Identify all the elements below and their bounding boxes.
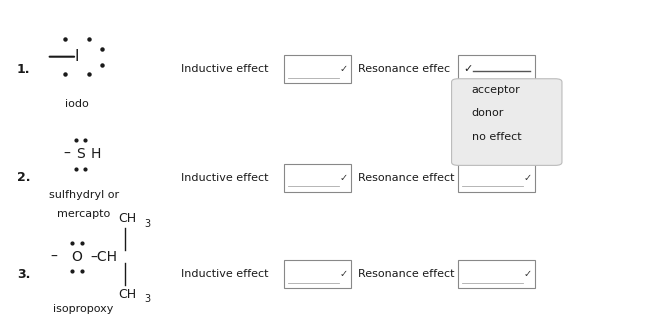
Text: H: H [90, 147, 101, 161]
Text: –: – [50, 250, 57, 264]
Text: –CH: –CH [90, 250, 117, 264]
Text: ✓: ✓ [340, 64, 348, 74]
Text: no effect: no effect [472, 132, 521, 142]
Text: Inductive effect: Inductive effect [181, 64, 268, 74]
FancyBboxPatch shape [458, 55, 535, 83]
Text: CH: CH [118, 288, 136, 301]
Text: 3: 3 [144, 219, 150, 229]
Text: Resonance effect: Resonance effect [358, 173, 454, 183]
Text: Inductive effect: Inductive effect [181, 173, 268, 183]
Text: CH: CH [118, 212, 136, 226]
Text: ✓: ✓ [524, 173, 532, 183]
Text: ✓: ✓ [463, 64, 472, 74]
Text: Resonance effect: Resonance effect [358, 269, 454, 279]
Text: Resonance effec: Resonance effec [358, 64, 450, 74]
Text: ✓: ✓ [340, 173, 348, 183]
Text: mercapto: mercapto [57, 209, 110, 219]
Text: ✓: ✓ [524, 269, 532, 279]
FancyBboxPatch shape [458, 260, 535, 288]
Text: –: – [64, 147, 70, 161]
Text: O: O [72, 250, 82, 264]
Text: iodo: iodo [65, 99, 89, 109]
Text: 2.: 2. [17, 171, 30, 185]
Text: ✓: ✓ [340, 269, 348, 279]
FancyBboxPatch shape [452, 79, 562, 165]
Text: 1.: 1. [17, 63, 30, 76]
FancyBboxPatch shape [458, 164, 535, 192]
Text: 3.: 3. [17, 267, 30, 281]
Text: 3: 3 [144, 294, 150, 304]
FancyBboxPatch shape [284, 260, 351, 288]
FancyBboxPatch shape [284, 55, 351, 83]
Text: Inductive effect: Inductive effect [181, 269, 268, 279]
Text: donor: donor [472, 108, 504, 118]
Text: I: I [75, 49, 79, 64]
Text: S: S [76, 147, 85, 161]
Text: sulfhydryl or: sulfhydryl or [49, 190, 118, 200]
Text: acceptor: acceptor [472, 85, 520, 95]
FancyBboxPatch shape [284, 164, 351, 192]
Text: isopropoxy: isopropoxy [54, 304, 114, 314]
